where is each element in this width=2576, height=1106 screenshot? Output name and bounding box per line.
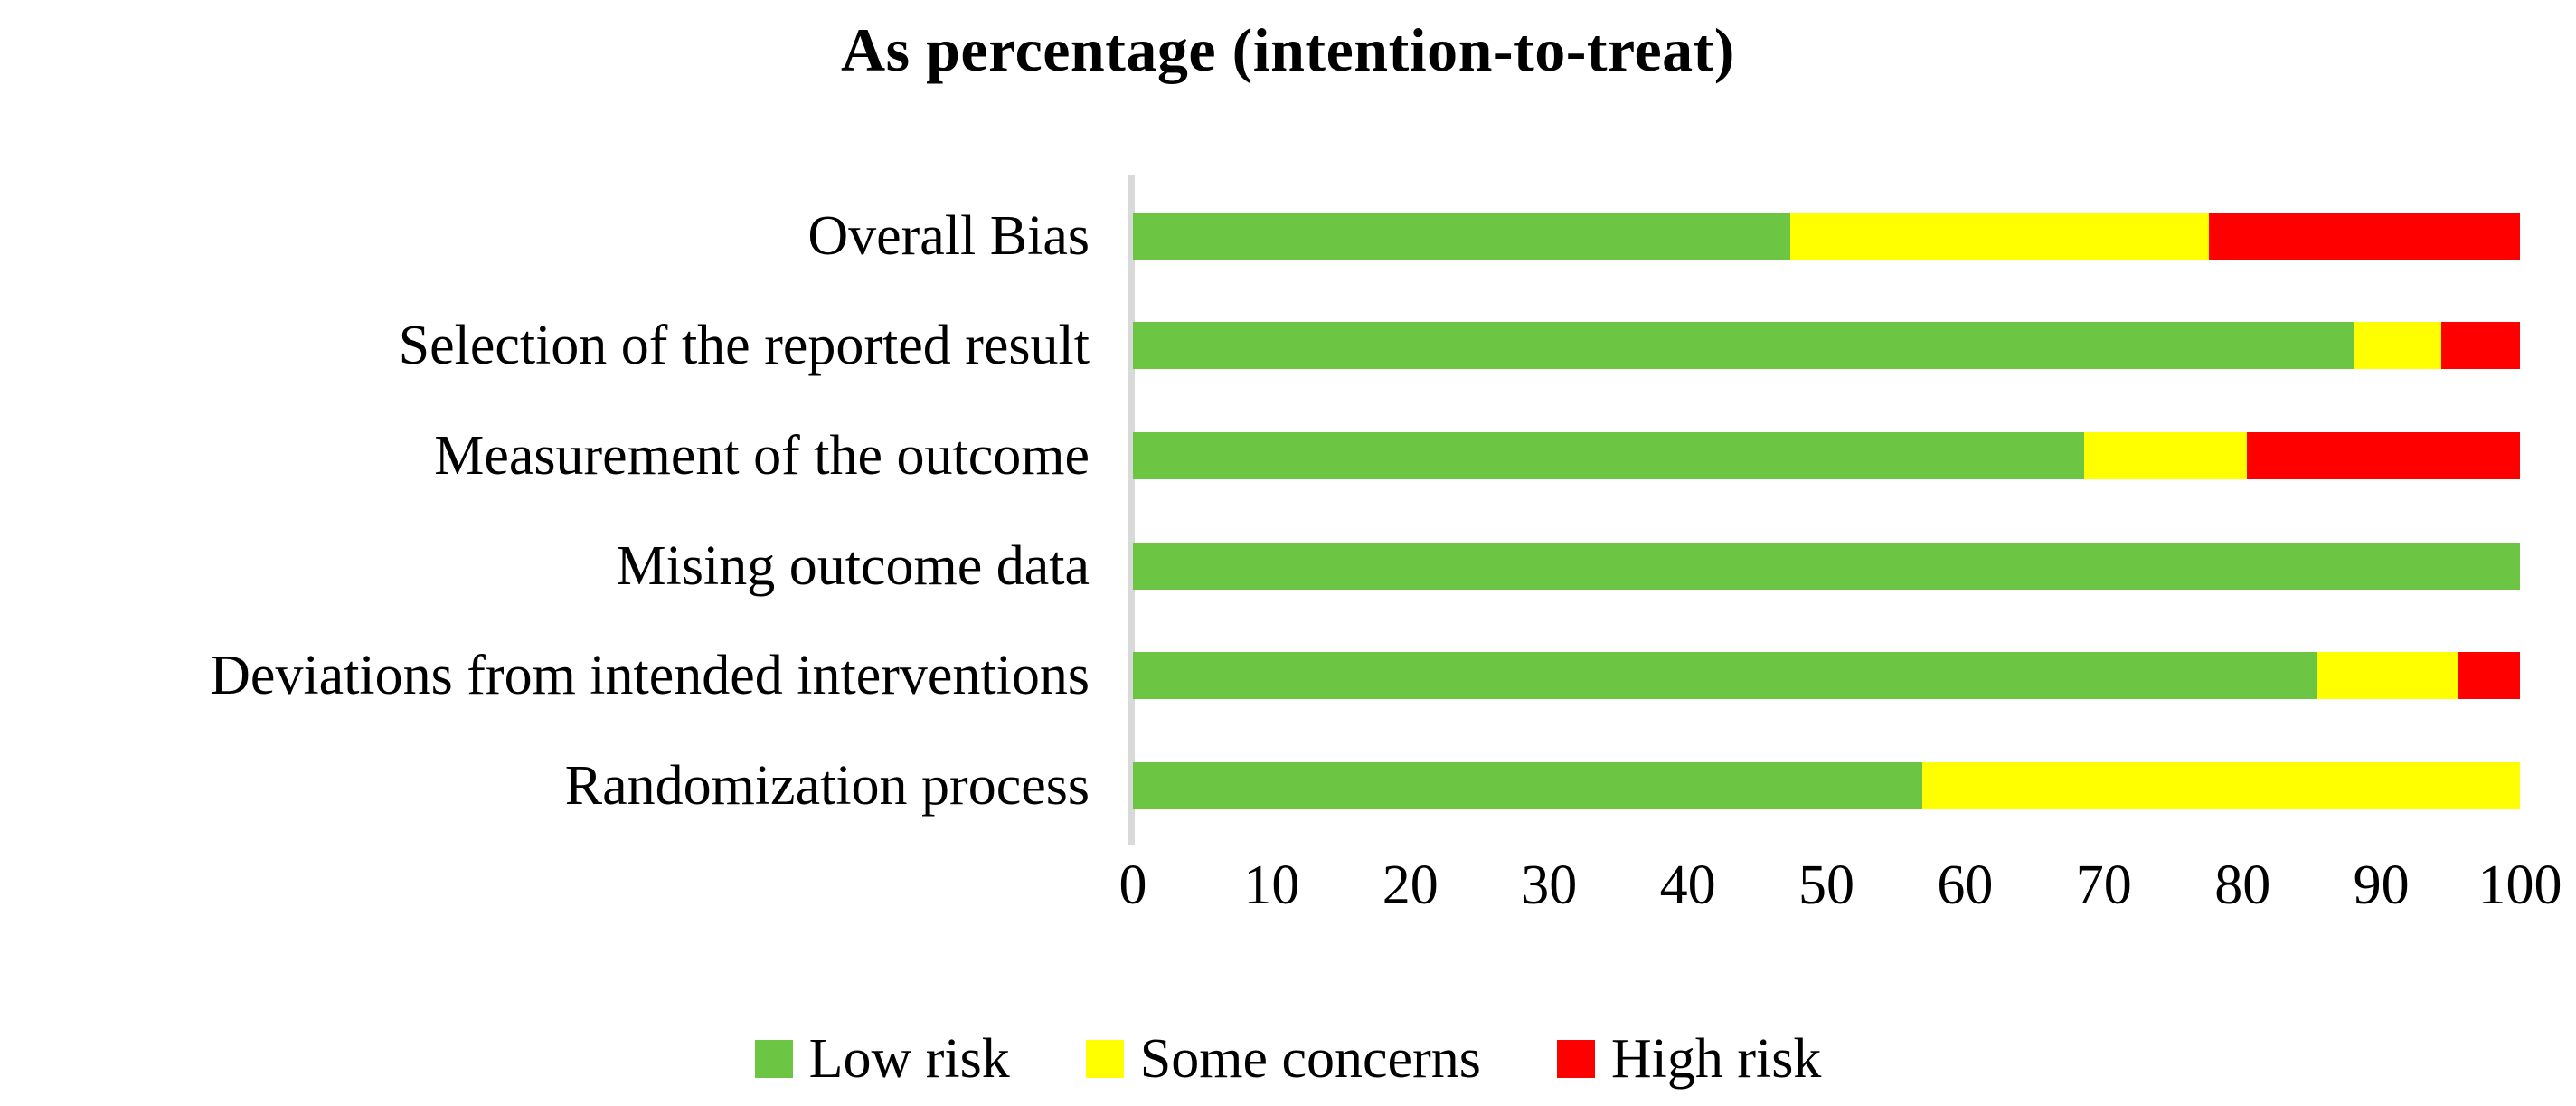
bar-segment-low-risk xyxy=(1133,652,2318,700)
bar-row: Measurement of the outcome xyxy=(0,401,2576,511)
x-tick-label: 100 xyxy=(2477,855,2562,916)
bar-segment-low-risk xyxy=(1133,762,1922,810)
bar-segment-low-risk xyxy=(1133,542,2520,590)
bar-track xyxy=(1133,322,2520,370)
legend-label: High risk xyxy=(1610,1028,1822,1090)
bar-track xyxy=(1133,542,2520,590)
x-tick-label: 40 xyxy=(1659,855,1716,916)
bar-segment-some-concerns xyxy=(1790,212,2210,260)
legend: Low risk Some concerns High risk xyxy=(0,1031,2576,1087)
category-label: Overall Bias xyxy=(807,204,1090,267)
bar-row: Randomization process xyxy=(0,731,2576,841)
bar-segment-high-risk xyxy=(2440,322,2520,370)
legend-label: Low risk xyxy=(808,1028,1010,1090)
category-label: Randomization process xyxy=(564,755,1090,818)
x-tick-label: 50 xyxy=(1798,855,1854,916)
x-tick-label: 0 xyxy=(1118,855,1147,916)
chart-title: As percentage (intention-to-treat) xyxy=(841,15,1735,84)
bar-track xyxy=(1133,652,2520,700)
bar-segment-some-concerns xyxy=(2084,432,2247,480)
x-tick-label: 80 xyxy=(2214,855,2271,916)
bar-track xyxy=(1133,432,2520,480)
legend-swatch-icon xyxy=(1085,1040,1124,1078)
x-tick-label: 30 xyxy=(1521,855,1578,916)
bar-segment-low-risk xyxy=(1133,432,2085,480)
x-tick-label: 20 xyxy=(1382,855,1439,916)
bar-segment-some-concerns xyxy=(2317,652,2458,700)
bar-segment-high-risk xyxy=(2457,652,2520,700)
legend-swatch-icon xyxy=(754,1040,793,1078)
bar-track xyxy=(1133,762,2520,810)
x-axis-ticks: 0 10 20 30 40 50 60 70 80 90 100 xyxy=(0,857,2576,930)
legend-item-some-concerns: Some concerns xyxy=(1085,1028,1481,1090)
bar-row: Mising outcome data xyxy=(0,511,2576,621)
bar-segment-low-risk xyxy=(1133,212,1791,260)
bar-segment-high-risk xyxy=(2209,212,2520,260)
bar-segment-some-concerns xyxy=(1921,762,2520,810)
legend-item-low-risk: Low risk xyxy=(754,1028,1010,1090)
bar-track xyxy=(1133,212,2520,260)
x-tick-label: 10 xyxy=(1243,855,1300,916)
bar-row: Deviations from intended interventions xyxy=(0,621,2576,732)
legend-label: Some concerns xyxy=(1139,1028,1481,1090)
y-axis-line xyxy=(1128,175,1135,845)
category-label: Mising outcome data xyxy=(616,534,1090,597)
bar-segment-some-concerns xyxy=(2354,322,2441,370)
plot-area: Overall Bias Selection of the reported re… xyxy=(0,181,2576,841)
bar-row: Overall Bias xyxy=(0,181,2576,291)
category-label: Selection of the reported result xyxy=(398,315,1090,377)
legend-item-high-risk: High risk xyxy=(1556,1028,1822,1090)
legend-swatch-icon xyxy=(1556,1040,1595,1078)
category-label: Measurement of the outcome xyxy=(434,425,1090,487)
category-label: Deviations from intended interventions xyxy=(210,645,1090,707)
x-tick-label: 90 xyxy=(2353,855,2410,916)
x-tick-label: 60 xyxy=(1937,855,1994,916)
bar-segment-low-risk xyxy=(1133,322,2355,370)
bar-segment-high-risk xyxy=(2246,432,2520,480)
x-tick-label: 70 xyxy=(2075,855,2132,916)
bar-row: Selection of the reported result xyxy=(0,291,2576,402)
